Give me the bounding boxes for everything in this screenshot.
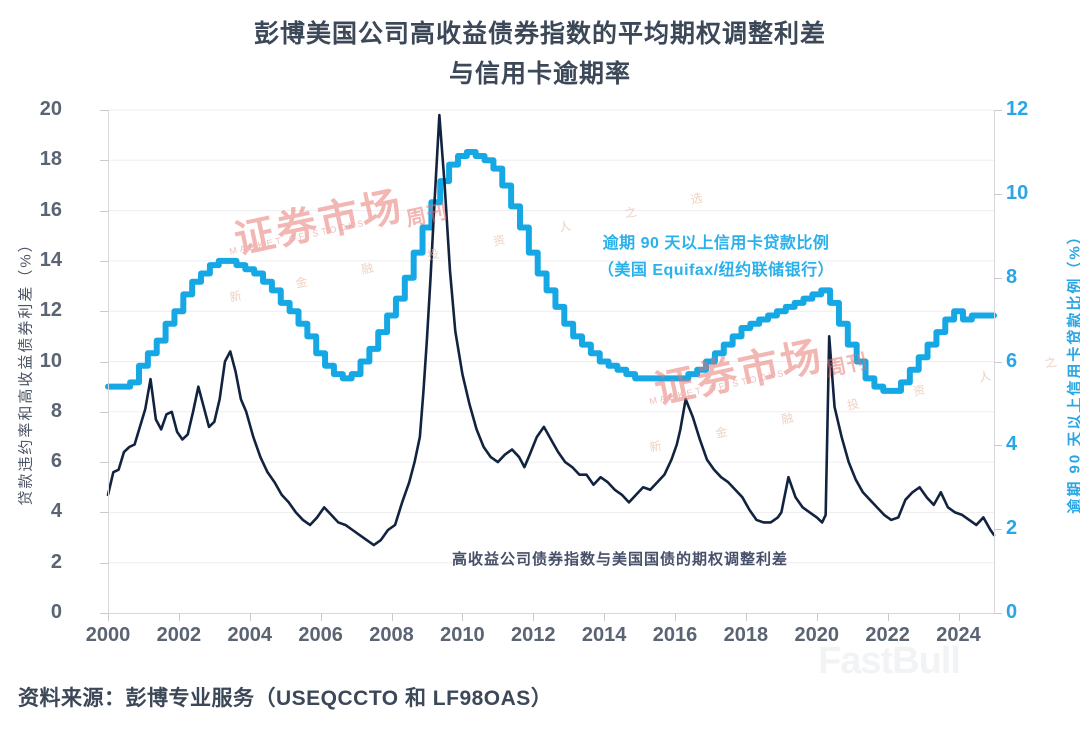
right-axis-title: 逾期 90 天以上信用卡贷款比例（%） [1066, 227, 1080, 514]
left-tick-mark [100, 462, 108, 464]
x-tick-label: 2000 [85, 624, 131, 646]
delinquency-annotation-line1: 逾期 90 天以上信用卡贷款比例 [602, 235, 830, 252]
right-tick-mark [994, 529, 1002, 531]
x-tick-mark [816, 613, 818, 621]
right-tick-label: 8 [1006, 265, 1018, 288]
right-tick-mark [994, 445, 1002, 447]
left-tick-label: 18 [39, 148, 62, 171]
left-tick-mark [100, 361, 108, 363]
right-tick-mark [994, 361, 1002, 363]
plot-area [105, 109, 997, 613]
x-tick-label: 2006 [298, 624, 343, 646]
left-tick-mark [100, 160, 108, 162]
left-tick-label: 12 [39, 299, 62, 322]
left-tick-label: 14 [39, 248, 62, 271]
x-tick-mark [675, 613, 677, 621]
delinquency-line [105, 149, 997, 394]
grid-lines [108, 109, 994, 564]
x-tick-label: 2020 [794, 624, 840, 646]
left-tick-mark [100, 562, 108, 564]
x-tick-label: 2010 [440, 624, 485, 646]
x-tick-label: 2008 [369, 624, 414, 646]
chart-title: 彭博美国公司高收益债券指数的平均期权调整利差 与信用卡逾期率 [0, 14, 1080, 94]
left-tick-label: 20 [39, 98, 62, 120]
x-tick-label: 2002 [156, 624, 202, 646]
x-tick-label: 2016 [652, 624, 698, 646]
chart-title-line2: 与信用卡逾期率 [448, 60, 631, 88]
left-tick-mark [100, 260, 108, 262]
right-tick-label: 12 [1006, 98, 1029, 120]
x-tick-label: 2004 [227, 624, 273, 646]
left-tick-label: 0 [50, 601, 62, 623]
right-tick-label: 6 [1006, 349, 1018, 372]
left-tick-mark [100, 512, 108, 514]
x-tick-mark [320, 613, 322, 621]
x-tick-label: 2014 [581, 624, 627, 646]
right-tick-label: 10 [1006, 181, 1029, 204]
left-tick-label: 16 [39, 198, 62, 221]
x-tick-label: 2024 [936, 624, 981, 646]
source-note: 资料来源：彭博专业服务（USEQCCTO 和 LF98OAS） [18, 687, 553, 710]
right-tick-label: 2 [1006, 517, 1018, 540]
left-tick-label: 8 [50, 399, 62, 422]
x-tick-mark [745, 613, 747, 621]
x-tick-label: 2012 [511, 624, 556, 646]
left-tick-mark [100, 110, 108, 111]
right-tick-label: 4 [1006, 433, 1018, 456]
right-tick-mark [994, 193, 1002, 195]
left-tick-label: 10 [39, 349, 62, 372]
left-tick-mark [100, 613, 108, 614]
bottom-axis-line [108, 613, 995, 614]
x-tick-mark [958, 613, 960, 621]
delinquency-annotation-line2: （美国 Equifax/纽约联储银行） [597, 262, 835, 279]
left-axis-line [108, 110, 109, 613]
left-tick-label: 4 [50, 500, 62, 523]
x-tick-mark [604, 613, 606, 621]
right-tick-mark [994, 613, 1002, 614]
x-tick-label: 2018 [723, 624, 769, 646]
chart-title-line1: 彭博美国公司高收益债券指数的平均期权调整利差 [253, 20, 826, 48]
series-canvas [105, 109, 997, 564]
right-tick-label: 0 [1006, 601, 1018, 623]
x-tick-mark [108, 613, 109, 621]
right-tick-mark [994, 110, 1002, 111]
left-axis-title: 贷款违约率和高收益债券利差（%） [17, 235, 35, 506]
spread-line [106, 113, 996, 547]
left-tick-mark [100, 210, 108, 212]
x-tick-mark [249, 613, 251, 621]
x-tick-label: 2022 [865, 624, 910, 646]
x-tick-mark [533, 613, 535, 621]
left-tick-label: 2 [50, 550, 62, 573]
x-tick-mark [391, 613, 393, 621]
delinquency-annotation: 逾期 90 天以上信用卡贷款比例 （美国 Equifax/纽约联储银行） [556, 230, 876, 284]
x-tick-mark [887, 613, 889, 621]
x-tick-mark [462, 613, 464, 621]
right-tick-mark [994, 277, 1002, 279]
left-tick-mark [100, 411, 108, 413]
left-tick-mark [100, 311, 108, 313]
left-tick-label: 6 [50, 450, 62, 473]
spread-annotation: 高收益公司债券指数与美国国债的期权调整利差 [451, 551, 788, 568]
x-tick-mark [178, 613, 180, 621]
